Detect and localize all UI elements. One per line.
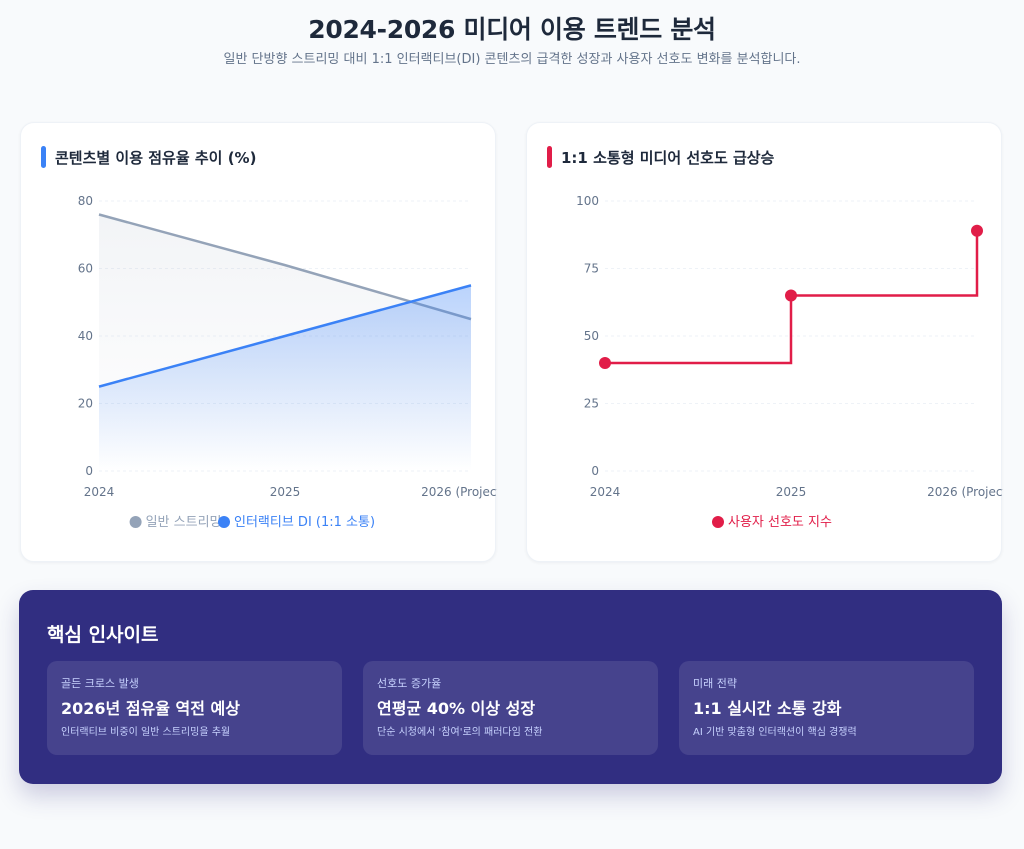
- legend-marker: [129, 516, 142, 528]
- title-accent-bar: [41, 146, 46, 168]
- insight-label: 미래 전략: [693, 677, 737, 690]
- x-tick-label: 2025: [270, 485, 301, 499]
- legend-label: 일반 스트리밍: [146, 515, 222, 530]
- series-area: [99, 285, 471, 471]
- legend-marker: [218, 516, 230, 528]
- insight-card: 골든 크로스 발생 2026년 점유율 역전 예상 인터랙티브 비중이 일반 스…: [47, 661, 342, 755]
- page-title: 2024-2026 미디어 이용 트렌드 분석: [308, 15, 716, 44]
- page-subtitle: 일반 단방향 스트리밍 대비 1:1 인터랙티브(DI) 콘텐츠의 급격한 성장…: [223, 52, 801, 67]
- preference-chart-title: 1:1 소통형 미디어 선호도 급상승: [547, 146, 774, 168]
- y-tick-label: 75: [584, 262, 599, 276]
- y-tick-label: 20: [78, 397, 93, 411]
- y-tick-label: 25: [584, 397, 599, 411]
- insight-description: 단순 시청에서 '참여'로의 패러다임 전환: [377, 727, 543, 738]
- share-chart-title-text: 콘텐츠별 이용 점유율 추이 (%): [55, 148, 257, 167]
- y-tick-label: 50: [584, 329, 599, 343]
- data-point: [599, 357, 611, 369]
- insight-headline: 2026년 점유율 역전 예상: [61, 699, 241, 718]
- share-chart-card: 콘텐츠별 이용 점유율 추이 (%) 0 20 40 60 80 2024 2025 2026…: [20, 122, 497, 562]
- insights-panel: 핵심 인사이트 골든 크로스 발생 2026년 점유율 역전 예상 인터랙티브 …: [19, 590, 1002, 784]
- share-chart-title: 콘텐츠별 이용 점유율 추이 (%): [41, 146, 256, 168]
- insight-description: 인터랙티브 비중이 일반 스트리밍을 추월: [61, 727, 231, 738]
- page-header: 2024-2026 미디어 이용 트렌드 분석 일반 단방향 스트리밍 대비 1…: [0, 0, 1024, 69]
- insight-label: 선호도 증가율: [377, 677, 442, 690]
- y-tick-label: 100: [576, 194, 599, 208]
- y-tick-label: 60: [78, 262, 93, 276]
- x-tick-label: 2025: [776, 485, 807, 499]
- preference-chart-card: 1:1 소통형 미디어 선호도 급상승 0 25 50 75 100 2024 2025 20…: [526, 122, 1003, 562]
- y-tick-label: 80: [78, 194, 93, 208]
- x-tick-label: 2026 (Projected): [927, 485, 1003, 499]
- x-tick-label: 2026 (Projected): [421, 485, 497, 499]
- insight-headline: 1:1 실시간 소통 강화: [693, 699, 842, 718]
- title-accent-bar: [547, 146, 552, 168]
- preference-chart-title-text: 1:1 소통형 미디어 선호도 급상승: [561, 148, 775, 167]
- legend-label: 사용자 선호도 지수: [728, 515, 832, 530]
- share-chart: 0 20 40 60 80 2024 2025 2026 (Projected) 일반 스트리밍…: [78, 194, 497, 530]
- preference-chart: 0 25 50 75 100 2024 2025 2026 (Projected) 사용자 선호…: [576, 194, 1003, 530]
- insights-title: 핵심 인사이트: [47, 624, 159, 646]
- y-tick-label: 40: [78, 329, 93, 343]
- insight-description: AI 기반 맞춤형 인터랙션이 핵심 경쟁력: [693, 727, 857, 738]
- insight-label: 골든 크로스 발생: [61, 677, 139, 690]
- insight-headline: 연평균 40% 이상 성장: [377, 699, 536, 718]
- data-point: [785, 289, 797, 302]
- y-tick-label: 0: [85, 464, 93, 478]
- legend-label: 인터랙티브 DI (1:1 소통): [234, 515, 375, 530]
- data-point: [971, 224, 983, 237]
- series-line: [98, 284, 472, 388]
- x-tick-label: 2024: [590, 485, 621, 499]
- y-tick-label: 0: [591, 464, 599, 478]
- insight-card: 선호도 증가율 연평균 40% 이상 성장 단순 시청에서 '참여'로의 패러다…: [363, 661, 658, 755]
- legend-marker: [712, 516, 724, 528]
- x-tick-label: 2024: [84, 485, 115, 499]
- insight-card: 미래 전략 1:1 실시간 소통 강화 AI 기반 맞춤형 인터랙션이 핵심 경…: [679, 661, 974, 755]
